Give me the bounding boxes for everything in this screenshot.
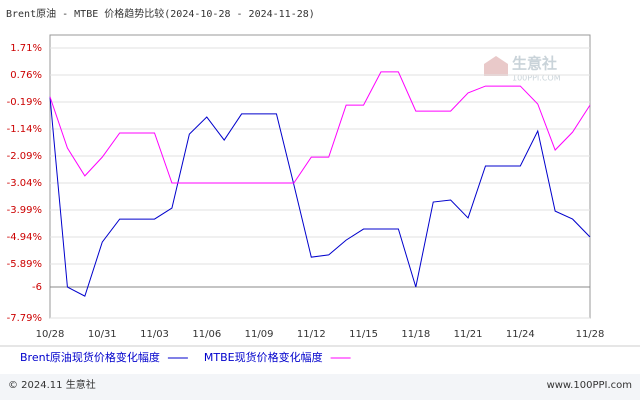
y-tick-label: 0.76% bbox=[10, 70, 42, 81]
y-tick-label: -7.79% bbox=[7, 313, 42, 324]
y-tick-label: -5.89% bbox=[7, 259, 42, 270]
y-tick-label: -1.14% bbox=[7, 124, 42, 135]
y-tick-label: -6 bbox=[32, 282, 42, 293]
x-tick-label: 11/21 bbox=[454, 329, 483, 340]
x-tick-label: 11/18 bbox=[401, 329, 430, 340]
x-tick-label: 11/28 bbox=[576, 329, 605, 340]
series-line bbox=[49, 71, 591, 184]
x-tick-label: 11/06 bbox=[192, 329, 221, 340]
watermark-name: 生意社 bbox=[512, 55, 557, 73]
watermark: 生意社 100PPI.COM bbox=[484, 55, 561, 83]
footer-right: www.100PPI.com bbox=[547, 380, 632, 391]
x-tick-label: 10/28 bbox=[36, 329, 65, 340]
y-tick-label: -2.09% bbox=[7, 151, 42, 162]
legend-label: Brent原油现货价格变化幅度 bbox=[20, 350, 160, 364]
y-tick-label: -4.94% bbox=[7, 232, 42, 243]
watermark-site: 100PPI.COM bbox=[512, 74, 561, 83]
x-tick-label: 11/03 bbox=[140, 329, 169, 340]
chart-title: Brent原油 - MTBE 价格趋势比较(2024-10-28 - 2024-… bbox=[6, 7, 315, 20]
footer-left: © 2024.11 生意社 bbox=[8, 378, 96, 391]
y-tick-label: 1.71% bbox=[10, 43, 42, 54]
x-tick-label: 11/15 bbox=[349, 329, 378, 340]
y-tick-label: -0.19% bbox=[7, 97, 42, 108]
y-tick-label: -3.99% bbox=[7, 205, 42, 216]
x-tick-label: 10/31 bbox=[88, 329, 117, 340]
x-tick-label: 11/12 bbox=[297, 329, 326, 340]
footer-band bbox=[0, 374, 640, 400]
legend-label: MTBE现货价格变化幅度 bbox=[204, 350, 323, 364]
y-tick-label: -3.04% bbox=[7, 178, 42, 189]
x-tick-label: 11/24 bbox=[506, 329, 535, 340]
watermark-icon bbox=[484, 56, 508, 76]
x-tick-label: 11/09 bbox=[245, 329, 274, 340]
series-line bbox=[49, 96, 591, 297]
